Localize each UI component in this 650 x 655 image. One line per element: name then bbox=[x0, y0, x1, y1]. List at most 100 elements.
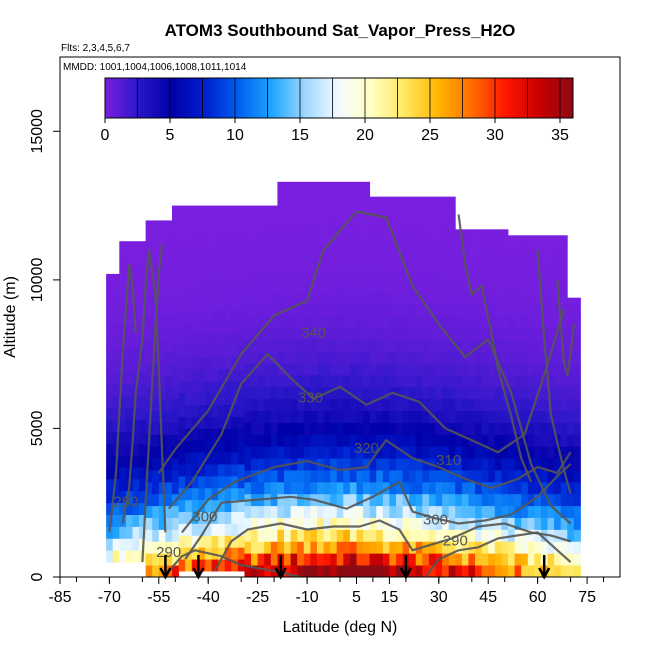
heatmap-cell bbox=[508, 244, 515, 257]
heatmap-cell bbox=[165, 279, 173, 293]
heatmap-cell bbox=[349, 220, 357, 233]
heatmap-cell bbox=[330, 529, 338, 542]
heatmap-cell bbox=[211, 309, 219, 322]
heatmap-cell bbox=[139, 490, 147, 504]
heatmap-cell bbox=[178, 321, 186, 334]
heatmap-cell bbox=[554, 267, 562, 281]
heatmap-cell bbox=[316, 505, 324, 518]
heatmap-cell bbox=[270, 541, 278, 554]
heatmap-cell bbox=[402, 481, 410, 495]
colorbar-segment bbox=[471, 78, 476, 118]
heatmap-cell bbox=[257, 505, 265, 518]
heatmap-cell bbox=[244, 398, 252, 411]
heatmap-cell bbox=[172, 398, 179, 411]
heatmap-cell bbox=[303, 517, 311, 530]
heatmap-cell bbox=[172, 232, 179, 245]
heatmap-cell bbox=[139, 360, 147, 373]
heatmap-cell bbox=[251, 434, 259, 447]
heatmap-cell bbox=[257, 208, 265, 221]
heatmap-cell bbox=[514, 315, 522, 328]
heatmap-cell bbox=[106, 431, 114, 444]
colorbar-segment bbox=[136, 78, 141, 118]
heatmap-cell bbox=[290, 470, 298, 483]
heatmap-cell bbox=[422, 422, 430, 435]
heatmap-cell bbox=[356, 553, 364, 566]
colorbar-segment bbox=[303, 78, 309, 118]
heatmap-cell bbox=[448, 196, 456, 209]
heatmap-cell bbox=[481, 505, 489, 518]
heatmap-cell bbox=[297, 493, 305, 507]
heatmap-cell bbox=[106, 276, 114, 290]
colorbar-segment bbox=[428, 78, 433, 118]
heatmap-cell bbox=[349, 327, 357, 340]
heatmap-cell bbox=[349, 434, 357, 447]
heatmap-cell bbox=[284, 196, 291, 209]
heatmap-cell bbox=[119, 419, 127, 432]
heatmap-cell bbox=[251, 553, 259, 566]
heatmap-cell bbox=[448, 446, 456, 459]
heatmap-cell bbox=[448, 351, 456, 364]
heatmap-cell bbox=[218, 309, 226, 322]
heatmap-cell bbox=[145, 458, 153, 471]
heatmap-cell bbox=[461, 398, 469, 411]
heatmap-cell bbox=[277, 374, 285, 388]
heatmap-cell bbox=[277, 181, 285, 186]
heatmap-cell bbox=[521, 351, 529, 364]
heatmap-cell bbox=[468, 410, 476, 423]
heatmap-cell bbox=[303, 458, 311, 471]
heatmap-cell bbox=[257, 351, 265, 364]
colorbar-segment bbox=[541, 78, 547, 118]
heatmap-cell bbox=[284, 505, 291, 518]
heatmap-cell bbox=[448, 327, 456, 340]
heatmap-cell bbox=[211, 369, 219, 382]
heatmap-cell bbox=[218, 273, 226, 287]
heatmap-cell bbox=[284, 339, 291, 352]
heatmap-cell bbox=[139, 455, 147, 468]
heatmap-cell bbox=[389, 303, 397, 316]
heatmap-cell bbox=[475, 470, 483, 483]
heatmap-cell bbox=[290, 339, 298, 352]
heatmap-cell bbox=[428, 422, 436, 435]
heatmap-cell bbox=[185, 297, 193, 310]
colorbar-segment bbox=[179, 78, 184, 118]
heatmap-cell bbox=[198, 285, 206, 299]
heatmap-cell bbox=[112, 273, 120, 278]
heatmap-cell bbox=[402, 315, 410, 328]
heatmap-cell bbox=[336, 470, 344, 483]
heatmap-cell bbox=[119, 300, 127, 313]
heatmap-cell bbox=[508, 339, 515, 352]
heatmap-cell bbox=[237, 380, 245, 394]
heatmap-cell bbox=[178, 392, 186, 406]
heatmap-cell bbox=[389, 315, 397, 328]
heatmap-cell bbox=[264, 244, 272, 257]
heatmap-cell bbox=[527, 267, 535, 281]
heatmap-cell bbox=[567, 374, 575, 388]
colorbar-segment bbox=[307, 78, 313, 118]
heatmap-cell bbox=[270, 505, 278, 518]
y-axis-label: Altitude (m) bbox=[2, 276, 19, 358]
heatmap-cell bbox=[330, 434, 338, 447]
heatmap-cell bbox=[178, 205, 186, 215]
heatmap-cell bbox=[211, 238, 219, 251]
heatmap-cell bbox=[461, 315, 469, 328]
heatmap-cell bbox=[382, 244, 390, 257]
heatmap-cell bbox=[106, 383, 114, 397]
heatmap-cell bbox=[349, 565, 357, 577]
heatmap-cell bbox=[527, 351, 535, 364]
heatmap-cell bbox=[540, 291, 548, 305]
heatmap-cell bbox=[336, 386, 344, 400]
heatmap-cell bbox=[297, 374, 305, 388]
heatmap-cell bbox=[277, 446, 285, 459]
colorbar-segment bbox=[237, 78, 242, 118]
heatmap-cell bbox=[389, 244, 397, 257]
heatmap-cell bbox=[415, 398, 423, 411]
heatmap-cell bbox=[172, 256, 179, 269]
heatmap-cell bbox=[402, 470, 410, 483]
heatmap-cell bbox=[547, 517, 555, 530]
heatmap-cell bbox=[303, 541, 311, 554]
heatmap-cell bbox=[468, 565, 476, 577]
heatmap-cell bbox=[231, 416, 239, 429]
heatmap-cell bbox=[514, 505, 522, 518]
heatmap-cell bbox=[237, 392, 245, 406]
heatmap-cell bbox=[290, 505, 298, 518]
